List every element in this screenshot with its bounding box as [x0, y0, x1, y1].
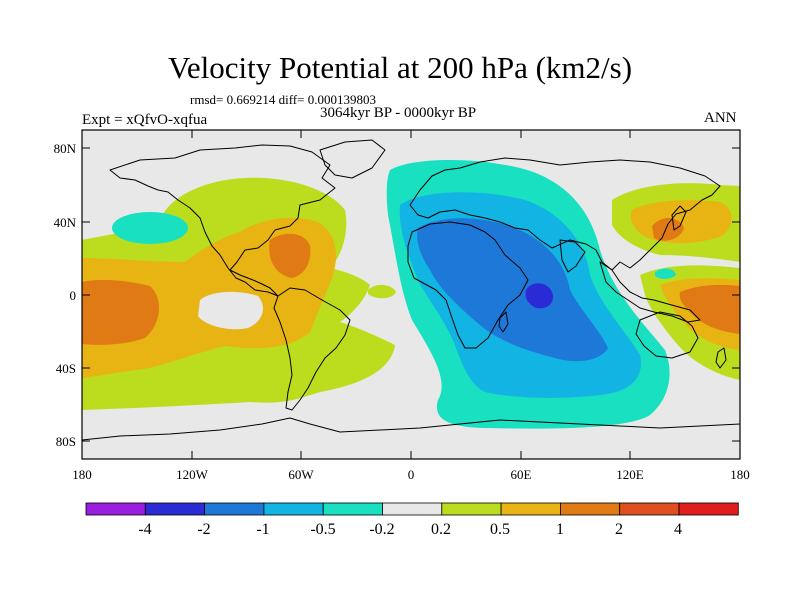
coast-africa [407, 221, 529, 349]
coast-south-america [273, 287, 351, 411]
map-plot-area [82, 130, 740, 459]
experiment-label: Expt = xQfvO-xqfua [82, 112, 208, 128]
colorbar-box-4 [322, 502, 383, 516]
colorbar-box-3 [263, 502, 324, 516]
coast-southeast-asia [599, 261, 701, 323]
contour-neg1 [417, 218, 608, 362]
colorbar-label-neg4: -4 [138, 521, 151, 538]
colorbar-label-4: 4 [674, 521, 682, 538]
colorbar-label-2: 2 [615, 521, 623, 538]
colorbar-box-2 [204, 502, 265, 516]
contour-neg2 [525, 283, 554, 309]
colorbar-label-neg0.5: -0.5 [310, 521, 335, 538]
coast-india [559, 239, 586, 273]
positive-anomaly-east [612, 183, 740, 380]
season-label: ANN [704, 110, 737, 126]
lon-label-180w: 180 [72, 467, 92, 482]
contour-neg-north-pacific [112, 212, 188, 244]
coast-greenland [319, 139, 386, 179]
coast-new-zealand [715, 347, 727, 369]
hole-0.2-east-pacific [198, 291, 263, 330]
lon-label-180e: 180 [730, 467, 750, 482]
colorbar-box-0 [85, 502, 146, 516]
contour-neg-small-east [655, 268, 676, 279]
coast-antarctica [82, 417, 740, 441]
period-label: 3064kyr BP - 0000kyr BP [320, 105, 477, 121]
colorbar-box-5 [382, 502, 443, 516]
lon-label-120w: 120W [176, 467, 209, 482]
contour-0.2-atlantic-small [368, 284, 396, 299]
longitude-axis [81, 130, 741, 459]
contour-1-caribbean [269, 233, 311, 278]
colorbar-label-0.2: 0.2 [431, 521, 451, 538]
positive-anomaly-field [82, 177, 396, 410]
contour-1-equatorial-east [679, 284, 740, 334]
coast-madagascar [498, 311, 509, 333]
coastlines [82, 139, 740, 441]
lat-label-0: 0 [70, 288, 77, 303]
rmsd-diff-text: rmsd= 0.669214 diff= 0.000139803 [190, 92, 376, 107]
lat-label-80s: 80S [56, 434, 76, 449]
lat-label-40n: 40N [54, 215, 77, 230]
contour-1-asia [652, 217, 684, 241]
lon-label-60e: 60E [511, 467, 532, 482]
colorbar-label-1: 1 [556, 521, 564, 538]
longitude-labels: 180 120W 60W 0 60E 120E 180 [72, 467, 750, 482]
coast-north-america [109, 144, 336, 297]
figure-title: Velocity Potential at 200 hPa (km2/s) [167, 50, 633, 85]
lat-label-40s: 40S [56, 361, 76, 376]
coast-australia [635, 311, 699, 359]
colorbar-label-neg0.2: -0.2 [369, 521, 394, 538]
colorbar-label-0.5: 0.5 [490, 521, 510, 538]
lon-label-120e: 120E [616, 467, 644, 482]
colorbar-boxes [85, 502, 739, 516]
colorbar-box-6 [441, 502, 502, 516]
colorbar: -4 -2 -1 -0.5 -0.2 0.2 0.5 1 2 4 [85, 502, 739, 538]
colorbar-label-neg1: -1 [256, 521, 269, 538]
colorbar-box-7 [500, 502, 561, 516]
colorbar-box-10 [678, 502, 739, 516]
colorbar-box-8 [560, 502, 621, 516]
latitude-labels: 80N 40N 0 40S 80S [54, 141, 77, 449]
lat-label-80n: 80N [54, 141, 77, 156]
contour-1-west [82, 279, 160, 345]
latitude-axis [82, 147, 740, 442]
colorbar-labels: -4 -2 -1 -0.5 -0.2 0.2 0.5 1 2 4 [138, 521, 682, 538]
coast-eurasia [409, 157, 721, 271]
colorbar-label-neg2: -2 [197, 521, 210, 538]
contour-0.5-asia [630, 200, 732, 244]
lon-label-0: 0 [408, 467, 415, 482]
colorbar-box-1 [144, 502, 206, 516]
lon-label-60w: 60W [288, 467, 314, 482]
colorbar-box-9 [619, 502, 680, 516]
coast-japan [671, 205, 687, 231]
